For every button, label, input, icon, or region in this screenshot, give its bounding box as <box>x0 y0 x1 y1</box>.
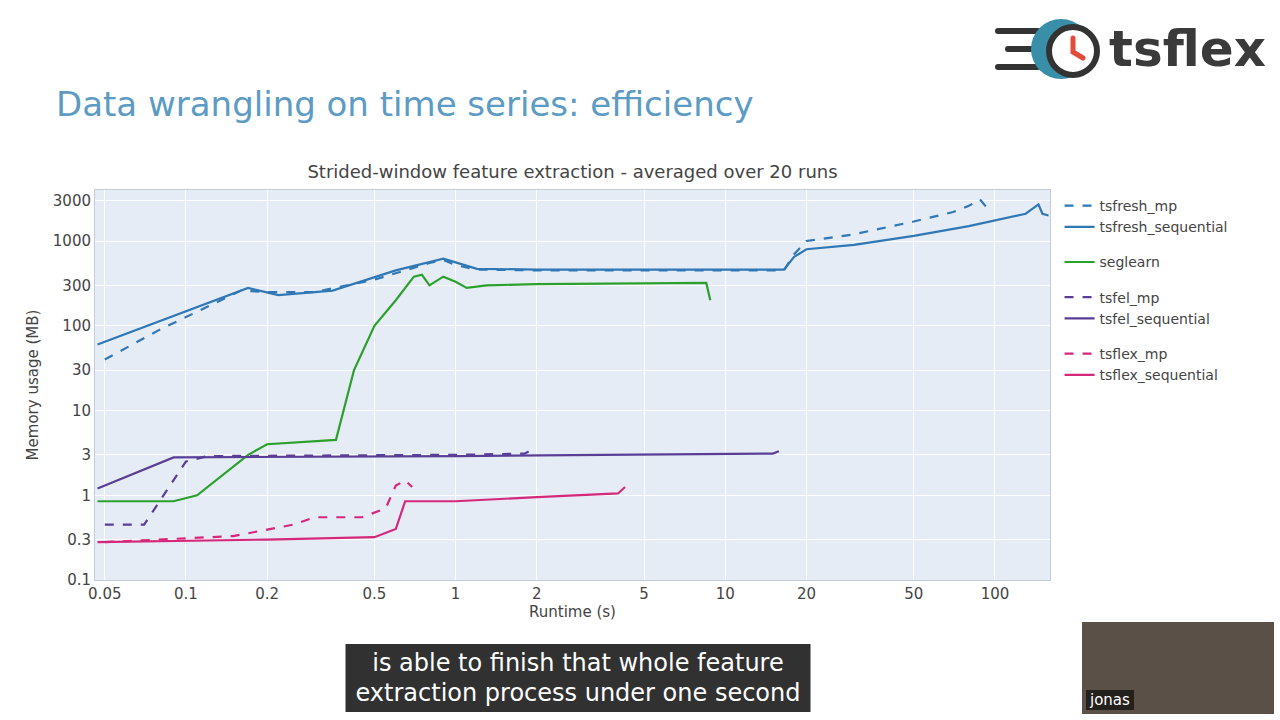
svg-text:0.05: 0.05 <box>88 585 121 603</box>
svg-text:seglearn: seglearn <box>1100 254 1160 270</box>
svg-text:3000: 3000 <box>53 192 91 210</box>
html-text:jonas: jonas <box>1090 691 1130 709</box>
svg-text:tsflex_sequential: tsflex_sequential <box>1100 367 1218 383</box>
svg-text:20: 20 <box>797 585 816 603</box>
html-text:tsflex: tsflex <box>1109 20 1266 78</box>
svg-text:tsfel_sequential: tsfel_sequential <box>1100 311 1210 327</box>
svg-text:Runtime (s): Runtime (s) <box>529 603 616 621</box>
svg-text:100: 100 <box>62 317 91 335</box>
svg-text:100: 100 <box>981 585 1010 603</box>
svg-text:10: 10 <box>716 585 735 603</box>
svg-text:tsfel_mp: tsfel_mp <box>1100 290 1160 306</box>
svg-text:tsfresh_sequential: tsfresh_sequential <box>1100 219 1228 235</box>
html-text:Data wrangling on time series:: Data wrangling on time series: efficienc… <box>56 84 754 124</box>
svg-text:0.2: 0.2 <box>255 585 279 603</box>
svg-text:0.1: 0.1 <box>67 571 91 589</box>
svg-text:0.5: 0.5 <box>363 585 387 603</box>
svg-text:0.3: 0.3 <box>67 531 91 549</box>
svg-text:0.1: 0.1 <box>174 585 198 603</box>
svg-text:3: 3 <box>81 446 91 464</box>
svg-text:10: 10 <box>72 402 91 420</box>
svg-text:1: 1 <box>451 585 461 603</box>
svg-text:Memory usage (MB): Memory usage (MB) <box>24 310 42 461</box>
svg-text:5: 5 <box>639 585 649 603</box>
svg-text:tsflex_mp: tsflex_mp <box>1100 346 1168 362</box>
svg-text:50: 50 <box>904 585 923 603</box>
svg-text:Strided-window feature extract: Strided-window feature extraction - aver… <box>307 161 837 182</box>
svg-text:tsfresh_mp: tsfresh_mp <box>1100 198 1178 214</box>
svg-text:1000: 1000 <box>53 232 91 250</box>
svg-text:2: 2 <box>532 585 542 603</box>
html-text:is able to finish that whole f: is able to finish that whole feature <box>372 649 784 677</box>
svg-text:1: 1 <box>81 487 91 505</box>
svg-text:30: 30 <box>72 361 91 379</box>
html-text:extraction process under one s: extraction process under one second <box>355 679 801 707</box>
svg-text:300: 300 <box>62 277 91 295</box>
